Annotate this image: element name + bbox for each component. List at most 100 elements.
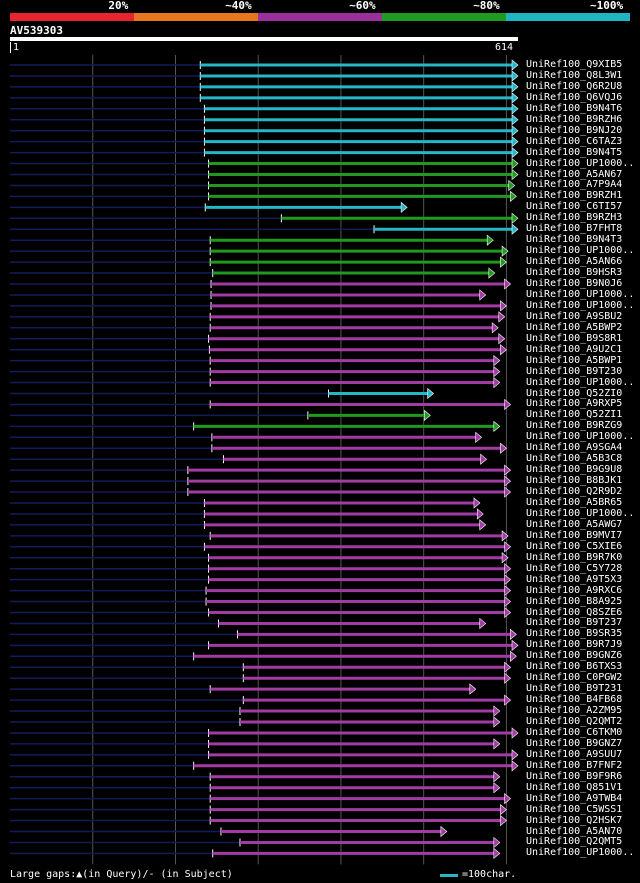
scale-label: =100char. <box>462 869 517 880</box>
hit-label[interactable]: UniRef100_B9G9U8 <box>526 464 623 476</box>
hit-label[interactable]: UniRef100_A5AN67 <box>526 168 623 180</box>
hit-label[interactable]: UniRef100_B4FB68 <box>526 694 623 706</box>
hit-label[interactable]: UniRef100_A9SUU7 <box>526 748 623 760</box>
hit-label[interactable]: UniRef100_A5B3C8 <box>526 453 623 465</box>
hit-arrow <box>498 311 506 323</box>
hit-arrow <box>504 672 512 684</box>
hit-label[interactable]: UniRef100_B6TXS3 <box>526 661 623 673</box>
hit-label[interactable]: UniRef100_Q851V1 <box>526 781 623 793</box>
hit-arrow <box>511 70 519 82</box>
hit-label[interactable]: UniRef100_UP1000.. <box>526 376 635 388</box>
hit-label[interactable]: UniRef100_A9U2C1 <box>526 343 623 355</box>
hit-label[interactable]: UniRef100_A5BWP1 <box>526 354 623 366</box>
hit-label[interactable]: UniRef100_A9T5X3 <box>526 573 623 585</box>
hit-label[interactable]: UniRef100_B9GNZ7 <box>526 737 623 749</box>
hit-label[interactable]: UniRef100_B7FNF2 <box>526 759 623 771</box>
hit-label[interactable]: UniRef100_Q2QMT2 <box>526 716 623 727</box>
hit-label[interactable]: UniRef100_B9T237 <box>526 617 623 629</box>
hit-label[interactable]: UniRef100_B9MVI7 <box>526 529 623 541</box>
hit-arrow <box>500 803 507 816</box>
hit-label[interactable]: UniRef100_C6TAZ3 <box>526 135 623 147</box>
hit-label[interactable]: UniRef100_C5XIE6 <box>526 540 623 552</box>
legend-label: 20% <box>108 0 129 12</box>
hit-label[interactable]: UniRef100_B9R7K0 <box>526 551 623 563</box>
hit-label[interactable]: UniRef100_UP1000.. <box>526 431 635 443</box>
hit-label[interactable]: UniRef100_Q2HSK7 <box>526 814 623 826</box>
hit-label[interactable]: UniRef100_UP1000.. <box>526 245 635 257</box>
hit-label[interactable]: UniRef100_A5BR65 <box>526 497 623 508</box>
hit-label[interactable]: UniRef100_A9RXP5 <box>526 398 623 410</box>
hit-label[interactable]: UniRef100_UP1000.. <box>526 288 635 300</box>
hit-arrow <box>440 825 448 838</box>
hit-label[interactable]: UniRef100_B7FHT8 <box>526 223 623 235</box>
hit-label[interactable]: UniRef100_C6TI57 <box>526 201 623 213</box>
hit-label[interactable]: UniRef100_UP1000.. <box>526 299 635 311</box>
hit-arrow <box>500 344 507 356</box>
hit-label[interactable]: UniRef100_B9SR35 <box>526 628 623 640</box>
legend-segment <box>10 13 134 21</box>
hit-arrow <box>488 267 496 279</box>
hit-label[interactable]: UniRef100_A5BWP2 <box>526 321 623 333</box>
hit-arrow <box>479 617 487 630</box>
hit-label[interactable]: UniRef100_C0PGW2 <box>526 672 623 684</box>
hit-label[interactable]: UniRef100_A5AN66 <box>526 256 623 268</box>
hit-label[interactable]: UniRef100_Q52ZI0 <box>526 387 623 399</box>
hit-arrow <box>511 81 519 93</box>
hit-label[interactable]: UniRef100_Q2R9D2 <box>526 486 623 498</box>
hit-label[interactable]: UniRef100_C6TKM0 <box>526 726 623 738</box>
hit-label[interactable]: UniRef100_A9RXC6 <box>526 584 623 596</box>
hit-label[interactable]: UniRef100_Q8L3W1 <box>526 69 623 81</box>
hit-arrow <box>511 223 519 235</box>
hit-arrow <box>486 234 494 246</box>
hit-label[interactable]: UniRef100_A9SGA4 <box>526 442 623 454</box>
hit-label[interactable]: UniRef100_C5Y728 <box>526 562 623 574</box>
hit-label[interactable]: UniRef100_Q6VQJ6 <box>526 91 623 103</box>
hit-label[interactable]: UniRef100_Q52ZI1 <box>526 409 623 421</box>
hit-label[interactable]: UniRef100_A9SBU2 <box>526 310 623 322</box>
legend-label: ~60% <box>349 0 376 12</box>
hit-arrow <box>479 519 487 531</box>
hit-label[interactable]: UniRef100_B9N4T6 <box>526 102 623 114</box>
hit-label[interactable]: UniRef100_B9S8R1 <box>526 332 623 344</box>
hit-label[interactable]: UniRef100_B9N4T5 <box>526 146 623 158</box>
hit-arrow <box>511 146 519 159</box>
hit-label[interactable]: UniRef100_B9RZG9 <box>526 420 623 432</box>
scale-bar <box>440 874 458 877</box>
hit-label[interactable]: UniRef100_B9RZH3 <box>526 212 623 224</box>
hit-arrow <box>510 628 517 641</box>
hit-label[interactable]: UniRef100_B9RZH1 <box>526 190 623 202</box>
legend-label: ~100% <box>590 0 624 12</box>
hit-label[interactable]: UniRef100_Q8SZE6 <box>526 606 623 618</box>
hit-arrow <box>504 398 512 411</box>
hit-label[interactable]: UniRef100_B8BJK1 <box>526 475 623 487</box>
hit-label[interactable]: UniRef100_B9T230 <box>526 365 623 377</box>
hit-label[interactable]: UniRef100_Q9XIB5 <box>526 59 623 70</box>
hit-arrow <box>423 409 431 422</box>
hit-label[interactable]: UniRef100_A9TWB4 <box>526 792 623 804</box>
hit-arrow <box>511 749 519 761</box>
hit-label[interactable]: UniRef100_B9N4T3 <box>526 234 623 246</box>
hit-label[interactable]: UniRef100_A7P9A4 <box>526 179 623 191</box>
hit-label[interactable]: UniRef100_B9N0J6 <box>526 278 623 289</box>
hit-label[interactable]: UniRef100_UP1000.. <box>526 157 635 169</box>
hit-label[interactable]: UniRef100_B9NJ20 <box>526 124 623 136</box>
hit-label[interactable]: UniRef100_B9HSR3 <box>526 267 623 279</box>
hit-label[interactable]: UniRef100_B9T231 <box>526 683 623 695</box>
hit-label[interactable]: UniRef100_A5AWG7 <box>526 518 623 530</box>
hit-label[interactable]: UniRef100_B9GNZ6 <box>526 650 623 662</box>
hit-label[interactable]: UniRef100_Q6R2U8 <box>526 80 623 92</box>
hit-label[interactable]: UniRef100_C5WSS1 <box>526 803 623 815</box>
hit-arrow <box>493 365 501 378</box>
hit-label[interactable]: UniRef100_B9F9R6 <box>526 770 623 782</box>
hit-label[interactable]: UniRef100_A5AN70 <box>526 825 623 837</box>
hit-label[interactable]: UniRef100_UP1000.. <box>526 507 635 519</box>
hit-label[interactable]: UniRef100_A2ZM95 <box>526 705 623 717</box>
hit-label[interactable]: UniRef100_B9RZH6 <box>526 113 623 125</box>
hit-arrow <box>475 431 483 443</box>
hit-label[interactable]: UniRef100_UP1000.. <box>526 847 635 859</box>
hit-label[interactable]: UniRef100_B8A925 <box>526 595 623 607</box>
hit-label[interactable]: UniRef100_Q2QMT5 <box>526 836 623 848</box>
hit-label[interactable]: UniRef100_B9R7J9 <box>526 639 623 651</box>
legend-segment <box>382 13 506 21</box>
